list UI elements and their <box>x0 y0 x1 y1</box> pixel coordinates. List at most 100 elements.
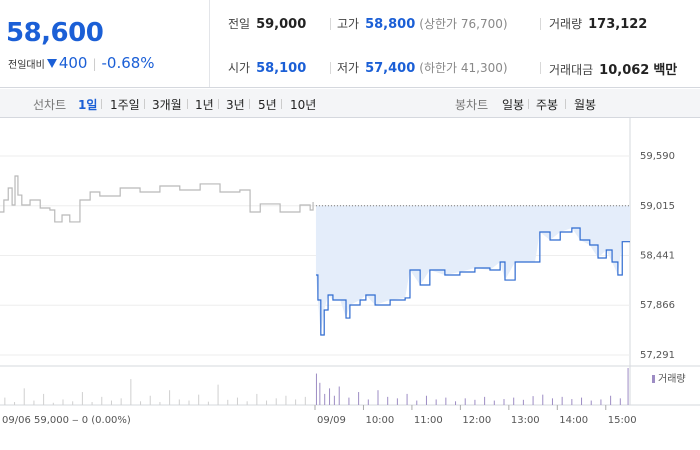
tab[interactable]: 1일 <box>78 98 98 112</box>
tab[interactable]: 10년 <box>290 98 317 112</box>
tab[interactable]: 3개월 <box>152 98 182 112</box>
quote-label: 시가 <box>228 61 251 75</box>
volume-bar <box>72 401 74 405</box>
quote-value: 10,062 <box>599 63 650 78</box>
volume-bar <box>358 392 360 405</box>
tab[interactable]: 1주일 <box>110 98 140 112</box>
tab[interactable]: 3년 <box>226 98 245 112</box>
volume-bar <box>324 393 326 405</box>
quote-label: 고가 <box>337 17 360 31</box>
x-tick-label: 15:00 <box>608 415 637 426</box>
volume-bar <box>62 399 64 405</box>
quote-label: 거래량 <box>549 17 583 31</box>
volume-bar <box>503 399 505 405</box>
tab-group-label: 봉차트 <box>455 98 489 112</box>
price-box: 58,600 전일대비 400 | -0.68% <box>0 0 210 87</box>
volume-bar <box>329 388 331 405</box>
volume-bar <box>532 396 534 405</box>
volume-bar <box>455 401 457 405</box>
volume-bar <box>236 397 238 405</box>
quote: 전일 59,000 <box>228 15 306 32</box>
volume-bar <box>367 399 369 405</box>
volume-bar <box>227 399 229 405</box>
y-tick-label: 59,015 <box>640 201 675 212</box>
volume-bar <box>513 397 515 405</box>
volume-bar <box>406 393 408 405</box>
volume-bar <box>333 395 335 405</box>
volume-bar <box>33 400 35 405</box>
current-price: 58,600 <box>6 18 104 48</box>
area <box>315 205 630 336</box>
volume-bar <box>551 398 553 405</box>
quote: 저가 57,400 (하한가 41,300) <box>337 59 508 76</box>
tab[interactable]: 월봉 <box>574 98 597 112</box>
change-row: 전일대비 400 | -0.68% <box>8 54 155 72</box>
change-rate: -0.68% <box>101 54 155 72</box>
tab[interactable]: 5년 <box>258 98 277 112</box>
quote: 고가 58,800 (상한가 76,700) <box>337 15 508 32</box>
quote-panel: 58,600 전일대비 400 | -0.68% 전일 59,000 고가 58,800 (… <box>0 0 700 88</box>
quote: 거래대금 10,062 백만 <box>549 59 677 78</box>
prev-day-label: 09/06 59,000 ‒ 0 (0.00%) <box>2 415 131 426</box>
change-label: 전일대비 <box>8 60 45 71</box>
chart: 59,590 59,015 58,441 57,866 57,291 09/09 10:00… <box>0 118 700 426</box>
volume-bar <box>396 398 398 405</box>
quote-value: 59,000 <box>256 17 307 32</box>
volume-bar <box>43 393 45 405</box>
quote-label: 전일 <box>228 17 251 31</box>
volume-bar <box>120 398 122 405</box>
volume-bar <box>285 395 287 405</box>
quote-note: (하한가 41,300) <box>419 61 508 75</box>
down-arrow <box>46 59 57 68</box>
x-tick-label: 13:00 <box>511 415 540 426</box>
volume-bar <box>140 401 142 405</box>
volume-bar <box>377 390 379 405</box>
volume-bar <box>590 400 592 405</box>
y-tick-label: 57,291 <box>640 350 675 361</box>
volume-bar <box>101 396 103 405</box>
volume-bar <box>561 396 563 405</box>
legend-label: 거래량 <box>658 373 686 385</box>
tab-bar: 선차트 1일 1주일 3개월 1년 3년 5년 10년 봉차트 일봉 주봉 월봉 <box>0 89 700 118</box>
tab-group-label: 선차트 <box>33 98 67 112</box>
x-tick-label: 12:00 <box>462 415 491 426</box>
volume-bar <box>110 400 112 405</box>
volume-bar <box>188 400 190 405</box>
separator <box>540 62 541 74</box>
quote-value: 58,100 <box>256 61 307 76</box>
volume-bar <box>207 401 209 405</box>
volume-bar <box>52 402 54 405</box>
quote: 시가 58,100 <box>228 59 306 76</box>
volume-bar <box>246 401 248 405</box>
volume-bar <box>295 399 297 405</box>
volume-bar <box>348 397 350 405</box>
volume-bar <box>319 382 321 405</box>
y-tick-label: 58,441 <box>640 250 675 261</box>
volume-bar <box>81 392 83 405</box>
price-line <box>315 227 630 336</box>
tab[interactable]: 1년 <box>195 98 214 112</box>
volume-bar <box>23 388 25 405</box>
quote: 거래량 173,122 <box>549 15 647 32</box>
volume-bar <box>581 397 583 405</box>
volume-bar <box>445 397 447 405</box>
volume-bar <box>256 393 258 405</box>
tab[interactable]: 주봉 <box>536 98 559 112</box>
separator <box>540 18 541 30</box>
tab[interactable]: 일봉 <box>502 98 525 112</box>
volume-bar <box>275 398 277 405</box>
volume-bar <box>522 399 524 405</box>
volume-bar <box>338 386 340 405</box>
legend-swatch <box>652 375 655 383</box>
volume-bar <box>14 402 16 405</box>
x-tick-label: 09/09 <box>317 415 346 426</box>
quote-value: 58,800 <box>365 17 416 32</box>
volume-bar <box>315 373 317 405</box>
quote-unit: 백만 <box>653 63 678 78</box>
quote-label: 거래대금 <box>549 63 594 77</box>
volume-bar <box>149 395 151 405</box>
volume-bar <box>178 399 180 405</box>
volume-bar <box>484 396 486 405</box>
volume-bar <box>266 400 268 405</box>
